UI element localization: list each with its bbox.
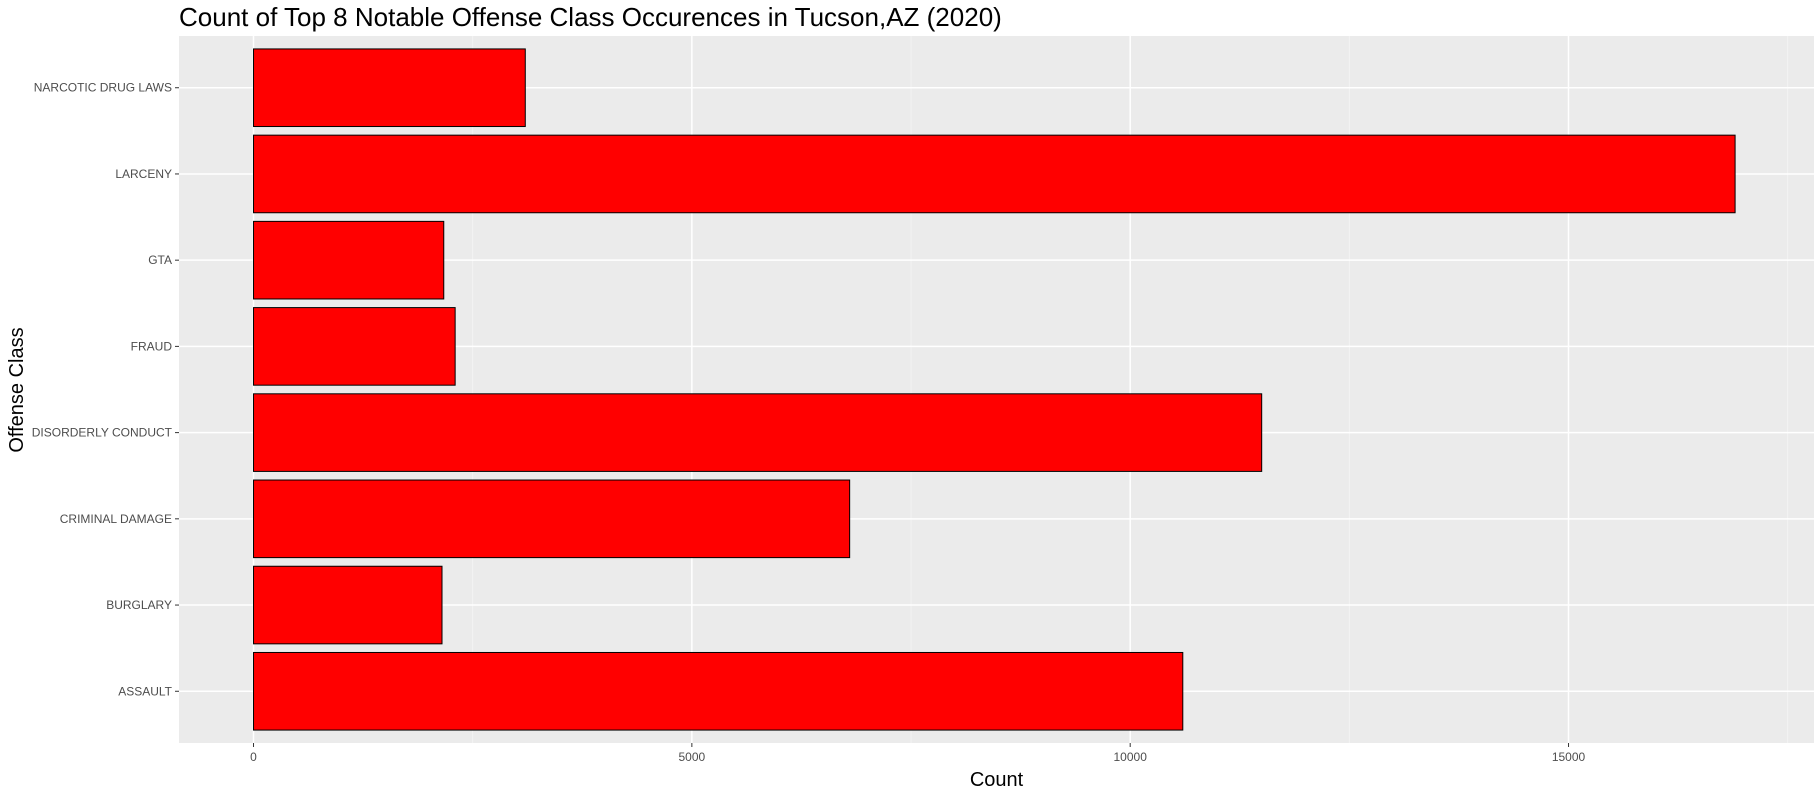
bar-criminal-damage xyxy=(253,479,851,559)
bar-narcotic-drug-laws xyxy=(253,48,526,128)
y-tick-label: NARCOTIC DRUG LAWS xyxy=(34,81,172,95)
x-tick-label: 0 xyxy=(250,750,257,764)
bar-burglary xyxy=(253,565,443,645)
y-tick-label: DISORDERLY CONDUCT xyxy=(32,426,173,440)
chart-title: Count of Top 8 Notable Offense Class Occ… xyxy=(179,2,1002,32)
y-axis-title: Offense Class xyxy=(6,327,28,452)
x-axis-title: Count xyxy=(970,769,1024,791)
y-tick-label: GTA xyxy=(148,253,172,267)
y-tick-label: ASSAULT xyxy=(118,684,172,698)
y-tick-label: CRIMINAL DAMAGE xyxy=(60,512,172,526)
x-tick-label: 15000 xyxy=(1552,750,1586,764)
x-axis: 0 5000 10000 15000 xyxy=(250,743,1586,764)
bar-fraud xyxy=(253,307,456,386)
y-axis: ASSAULT BURGLARY CRIMINAL DAMAGE DISORDERLY… xyxy=(32,81,179,698)
y-tick-label: FRAUD xyxy=(131,339,173,353)
bars xyxy=(253,48,1736,731)
bar-disorderly-conduct xyxy=(253,393,1263,472)
bar-larceny xyxy=(253,134,1736,214)
y-tick-label: BURGLARY xyxy=(106,598,172,612)
bar-gta xyxy=(253,220,445,300)
y-tick-label: LARCENY xyxy=(115,167,172,181)
bar-assault xyxy=(253,651,1184,731)
x-tick-label: 10000 xyxy=(1114,750,1148,764)
x-tick-label: 5000 xyxy=(679,750,706,764)
